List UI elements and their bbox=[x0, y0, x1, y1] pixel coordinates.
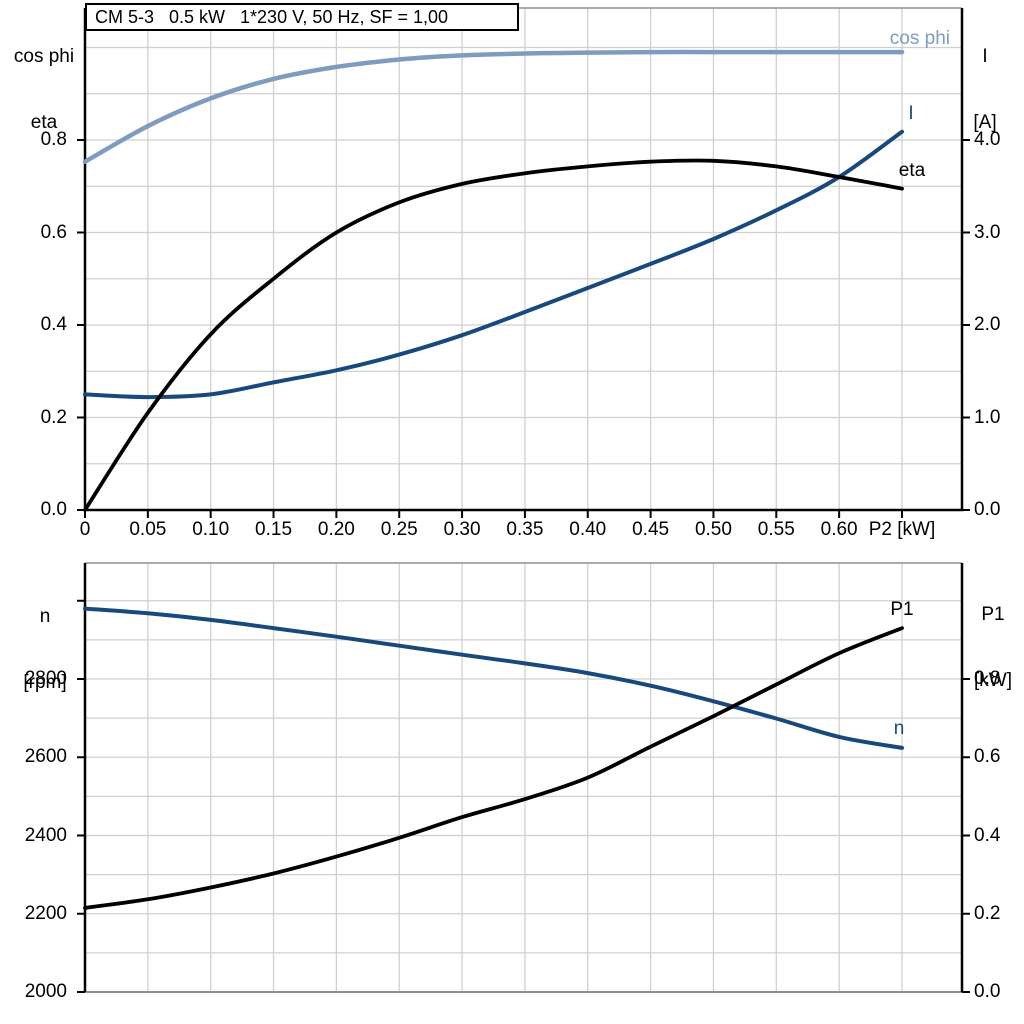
left-axis-title-top: cos phi eta bbox=[6, 2, 82, 178]
right-axis-title-bottom: P1 [kW] bbox=[966, 560, 1020, 736]
right-tick-label: 0.4 bbox=[974, 824, 1001, 846]
x-tick-label: 0.05 bbox=[129, 519, 167, 540]
curve-eta bbox=[83, 158, 904, 512]
x-tick-label: 0.60 bbox=[820, 519, 858, 540]
right-tick-label: 0.8 bbox=[974, 668, 1001, 689]
x-tick-label: 0.55 bbox=[757, 519, 795, 540]
right-tick-label: 0.6 bbox=[974, 746, 1001, 768]
right-tick-label: 2.0 bbox=[974, 314, 1001, 335]
right-axis-title-line1: P1 bbox=[981, 604, 1005, 625]
right-axis-title-line2: [A] bbox=[973, 112, 997, 133]
right-tick-label: 0.2 bbox=[974, 902, 1001, 924]
curve-label-p1: P1 bbox=[890, 599, 914, 620]
right-tick-label: 0.0 bbox=[974, 499, 1001, 520]
x-tick-label: 0.35 bbox=[506, 519, 544, 540]
left-axis-title-line2: eta bbox=[30, 112, 58, 133]
right-axis-title-line2: [kW] bbox=[974, 670, 1012, 691]
x-tick-label: 0.10 bbox=[192, 519, 230, 540]
x-tick-label: 0.15 bbox=[255, 519, 293, 540]
curve-n bbox=[83, 606, 904, 750]
left-tick-label: 0.2 bbox=[40, 406, 67, 428]
x-tick-label: 0.50 bbox=[694, 519, 732, 540]
chart-title: CM 5-3 0.5 kW 1*230 V, 50 Hz, SF = 1,00 bbox=[95, 6, 449, 27]
chart-title-box: CM 5-3 0.5 kW 1*230 V, 50 Hz, SF = 1,00 bbox=[85, 3, 519, 31]
x-tick-label: 0.30 bbox=[443, 519, 481, 540]
x-tick-label: 0.20 bbox=[317, 519, 355, 540]
curve-label-eta: eta bbox=[898, 160, 926, 181]
right-axis-title-line1: I bbox=[982, 46, 988, 67]
x-tick-label: 0.40 bbox=[569, 519, 607, 540]
curve-p1 bbox=[83, 626, 904, 910]
left-axis-title-bottom: n [rpm] bbox=[12, 562, 78, 738]
left-tick-label: 0.4 bbox=[40, 314, 67, 335]
curve-label-n: n bbox=[893, 718, 905, 739]
left-axis-title-line2: [rpm] bbox=[23, 672, 67, 693]
left-tick-label: 2200 bbox=[24, 902, 67, 924]
curve-cos-phi bbox=[82, 49, 905, 164]
curve-i bbox=[83, 129, 904, 400]
left-tick-label: 2800 bbox=[24, 668, 67, 689]
left-tick-label: 2400 bbox=[24, 824, 67, 846]
curve-label-cos-phi: cos phi bbox=[889, 28, 950, 49]
left-tick-label: 2000 bbox=[24, 981, 67, 1002]
left-tick-label: 0.6 bbox=[40, 221, 67, 243]
x-tick-label: 0 bbox=[79, 519, 91, 540]
x-tick-label: P2 [kW] bbox=[868, 519, 936, 540]
right-tick-label: 1.0 bbox=[974, 406, 1001, 428]
right-tick-label: 3.0 bbox=[974, 221, 1001, 243]
left-tick-label: 0.8 bbox=[40, 129, 67, 150]
x-tick-label: 0.45 bbox=[632, 519, 670, 540]
curve-label-current: I bbox=[908, 103, 914, 124]
right-tick-label: 4.0 bbox=[974, 129, 1001, 150]
left-axis-title-line1: n bbox=[39, 606, 51, 627]
left-tick-label: 2600 bbox=[24, 746, 67, 768]
left-axis-title-line1: cos phi bbox=[13, 46, 75, 67]
right-axis-title-top: I [A] bbox=[962, 2, 1008, 178]
x-tick-label: 0.25 bbox=[380, 519, 418, 540]
right-tick-label: 0.0 bbox=[974, 981, 1001, 1002]
left-tick-label: 0.0 bbox=[40, 499, 67, 520]
